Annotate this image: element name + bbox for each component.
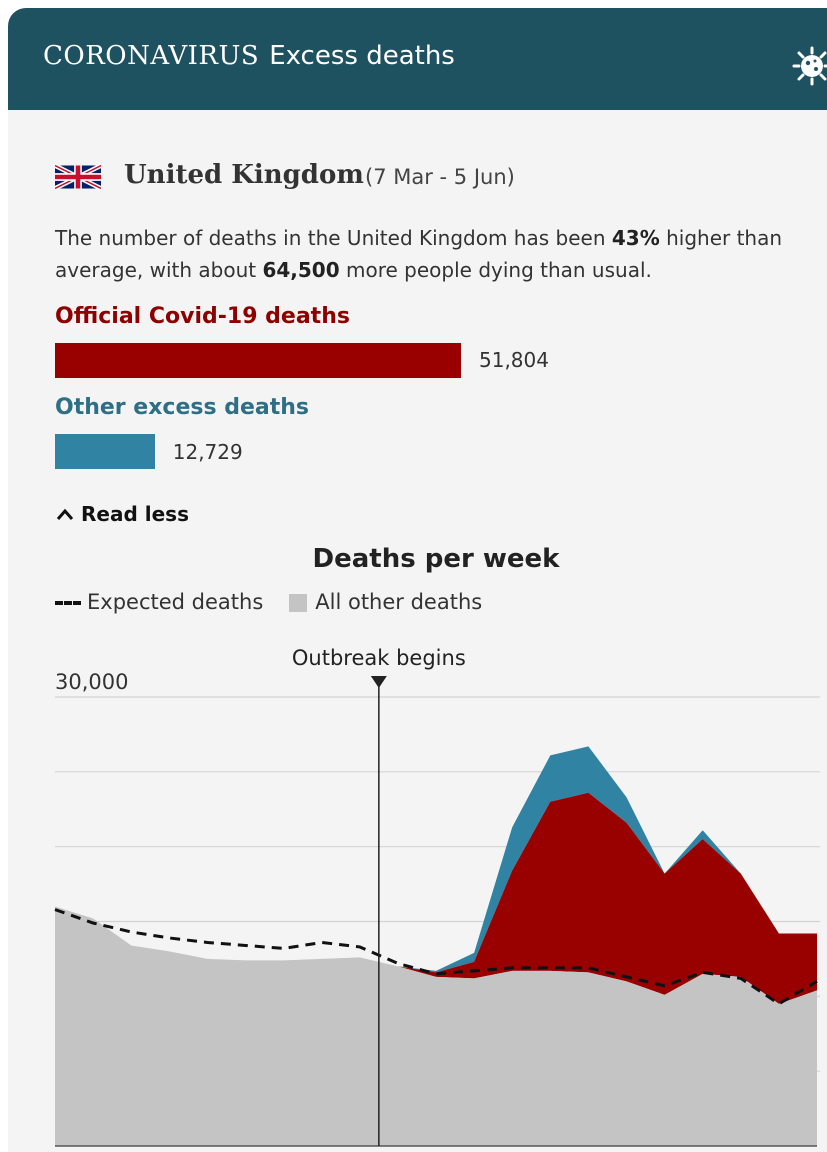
country-name: United Kingdom <box>124 160 364 190</box>
virus-icon <box>792 46 827 86</box>
covid-deaths-label: Official Covid-19 deaths <box>55 304 350 329</box>
deaths-per-week-chart: Outbreak begins 30,000 <box>54 646 820 1147</box>
chevron-up-icon <box>56 508 74 520</box>
excess-deaths-count: 64,500 <box>262 258 340 282</box>
covid-deaths-area <box>55 792 817 1004</box>
y-tick-label: 30,000 <box>55 670 128 694</box>
covid-deaths-bar <box>55 343 461 378</box>
other-excess-value: 12,729 <box>172 440 243 464</box>
legend-expected-label: Expected deaths <box>87 590 264 614</box>
read-less-toggle[interactable]: Read less <box>55 502 189 526</box>
expected-deaths-line <box>54 908 818 1006</box>
chart-legend: Expected deaths All other deaths <box>55 590 482 614</box>
legend-other-label: All other deaths <box>315 590 483 614</box>
summary-middle: higher than average, with about <box>55 226 783 282</box>
summary-suffix: more people dying than usual. <box>339 258 652 282</box>
all-other-deaths-area <box>55 906 817 1146</box>
outbreak-annotation-label: Outbreak begins <box>292 646 466 670</box>
outbreak-marker-arrow-icon <box>370 676 387 688</box>
read-less-label: Read less <box>81 502 189 526</box>
header-kicker: CORONAVIRUS <box>43 41 260 71</box>
other-excess-label: Other excess deaths <box>55 395 310 420</box>
summary-text: The number of deaths in the United Kingd… <box>55 222 795 286</box>
date-range: (7 Mar - 5 Jun) <box>365 165 515 189</box>
header-title: CORONAVIRUS Excess deaths <box>43 41 455 71</box>
all-other-deaths-legend-swatch <box>289 594 308 612</box>
expected-deaths-legend-swatch <box>55 601 81 605</box>
chart-title: Deaths per week <box>312 544 560 574</box>
header-bar: CORONAVIRUS Excess deaths <box>8 8 827 110</box>
summary-prefix: The number of deaths in the United Kingd… <box>55 226 612 250</box>
other-excess-bar <box>55 434 155 469</box>
union-jack-flag-icon <box>55 164 101 190</box>
excess-percent: 43% <box>611 226 660 250</box>
covid-deaths-value: 51,804 <box>479 348 549 372</box>
other-excess-deaths-area <box>55 746 817 973</box>
header-title-text: Excess deaths <box>269 41 455 71</box>
